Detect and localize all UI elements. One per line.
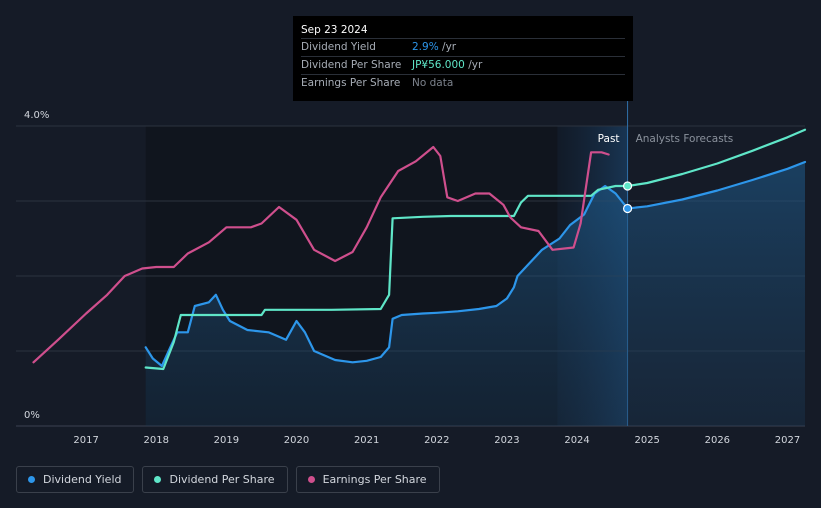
tooltip-suffix: /yr	[464, 59, 483, 71]
tooltip-suffix: /yr	[438, 41, 457, 53]
dividend-yield-area	[145, 186, 628, 426]
dividend-per-share-marker	[622, 181, 633, 191]
dividend-yield-forecast-area	[627, 162, 805, 426]
tooltip-value: JP¥56.000	[412, 59, 465, 71]
dividend-yield-marker	[622, 203, 633, 214]
legend-label: Dividend Per Share	[169, 473, 275, 486]
past-label: Past	[598, 133, 620, 145]
legend-dot-icon	[307, 476, 315, 483]
legend-item-dividend-yield[interactable]: Dividend Yield	[16, 466, 135, 493]
tooltip-label: Earnings Per Share	[301, 77, 401, 89]
x-tick-label: 2024	[564, 435, 589, 446]
legend: Dividend Yield Dividend Per Share Earnin…	[16, 466, 440, 493]
x-tick-label: 2027	[775, 435, 800, 446]
x-tick-label: 2018	[144, 435, 169, 446]
tooltip-row-dividend-per-share: Dividend Per Share JP¥56.000 /yr	[301, 56, 625, 74]
legend-label: Earnings Per Share	[322, 473, 427, 486]
tooltip-value: No data	[412, 77, 454, 89]
tooltip-date: Sep 23 2024	[301, 24, 368, 36]
y-tick-label: 0%	[24, 410, 40, 421]
x-tick-label: 2020	[284, 435, 309, 446]
dividend-per-share-line	[144, 184, 629, 371]
legend-dot-icon	[28, 476, 35, 483]
x-tick-label: 2025	[634, 435, 659, 446]
tooltip-row-dividend-yield: Dividend Yield 2.9% /yr	[301, 38, 625, 56]
tooltip-row-earnings-per-share: Earnings Per Share No data	[301, 74, 625, 92]
dividend-per-share-forecast-line	[626, 128, 807, 188]
x-tick-label: 2019	[214, 435, 239, 446]
x-tick-label: 2026	[705, 435, 730, 446]
tooltip-label: Dividend Per Share	[301, 59, 402, 71]
dividend-yield-forecast-line	[626, 160, 807, 210]
x-tick-label: 2022	[424, 435, 449, 446]
legend-dot-icon	[154, 476, 162, 483]
legend-item-dividend-per-share[interactable]: Dividend Per Share	[142, 466, 288, 493]
forecast-label: Analysts Forecasts	[636, 133, 734, 145]
earnings-per-share-line	[32, 145, 610, 364]
tooltip-value: 2.9%	[412, 41, 439, 53]
legend-label: Dividend Yield	[43, 473, 122, 486]
tooltip-label: Dividend Yield	[301, 41, 376, 53]
x-tick-label: 2017	[73, 435, 98, 446]
x-tick-label: 2023	[494, 435, 519, 446]
dividend-yield-line	[144, 184, 629, 368]
y-tick-label: 4.0%	[24, 110, 49, 121]
legend-item-earnings-per-share[interactable]: Earnings Per Share	[295, 466, 440, 493]
x-tick-label: 2021	[354, 435, 379, 446]
tooltip: Sep 23 2024 Dividend Yield 2.9% /yr Divi…	[293, 16, 633, 101]
